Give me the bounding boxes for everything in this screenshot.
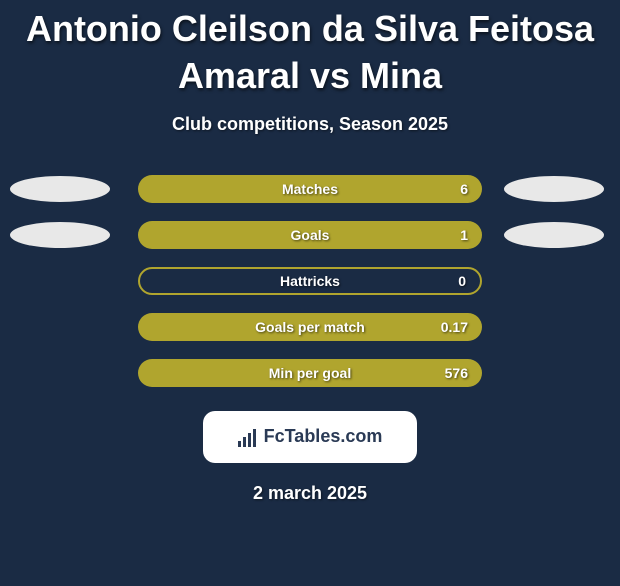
bar-chart-icon bbox=[238, 427, 258, 447]
player-left-marker bbox=[10, 176, 110, 202]
stat-bar: Goals 1 bbox=[138, 221, 482, 249]
stat-value: 6 bbox=[460, 181, 468, 197]
stat-label: Goals per match bbox=[255, 319, 365, 335]
stat-value: 0.17 bbox=[441, 319, 468, 335]
stat-label: Min per goal bbox=[269, 365, 351, 381]
stat-label: Matches bbox=[282, 181, 338, 197]
player-right-marker bbox=[504, 176, 604, 202]
logo-box[interactable]: FcTables.com bbox=[203, 411, 417, 463]
player-right-marker bbox=[504, 222, 604, 248]
stat-bar: Matches 6 bbox=[138, 175, 482, 203]
stat-row: Hattricks 0 bbox=[0, 263, 620, 299]
stat-bar: Min per goal 576 bbox=[138, 359, 482, 387]
stat-label: Hattricks bbox=[280, 273, 340, 289]
stat-row: Goals 1 bbox=[0, 217, 620, 253]
stat-value: 576 bbox=[445, 365, 468, 381]
stat-row: Min per goal 576 bbox=[0, 355, 620, 391]
footer-date: 2 march 2025 bbox=[0, 483, 620, 504]
stats-area: Matches 6 Goals 1 Hattricks 0 Goals per match 0… bbox=[0, 171, 620, 391]
logo-text: FcTables.com bbox=[264, 426, 383, 447]
stat-value: 1 bbox=[460, 227, 468, 243]
stat-row: Goals per match 0.17 bbox=[0, 309, 620, 345]
stat-row: Matches 6 bbox=[0, 171, 620, 207]
stat-bar: Hattricks 0 bbox=[138, 267, 482, 295]
stat-label: Goals bbox=[291, 227, 330, 243]
stat-bar: Goals per match 0.17 bbox=[138, 313, 482, 341]
stat-value: 0 bbox=[458, 273, 466, 289]
page-title: Antonio Cleilson da Silva Feitosa Amaral… bbox=[0, 6, 620, 100]
page-subtitle: Club competitions, Season 2025 bbox=[0, 114, 620, 135]
player-left-marker bbox=[10, 222, 110, 248]
